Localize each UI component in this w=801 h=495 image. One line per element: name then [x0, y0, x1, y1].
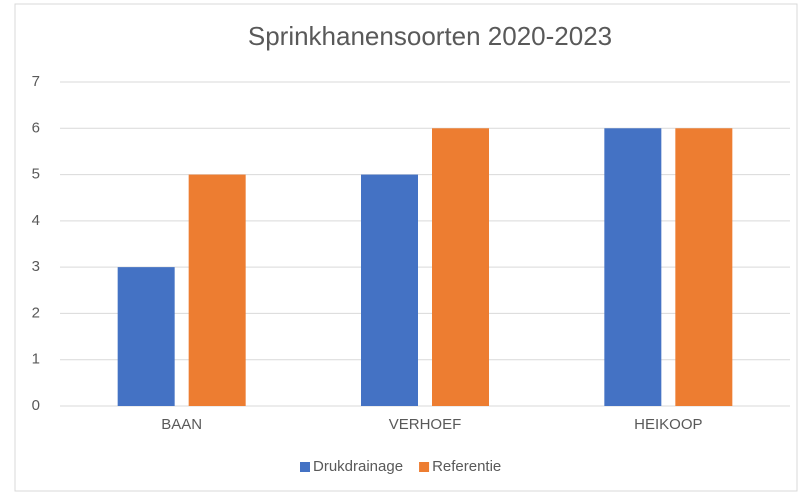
- chart-title: Sprinkhanensoorten 2020-2023: [248, 21, 612, 51]
- legend-label: Referentie: [432, 458, 501, 475]
- x-tick-label: VERHOEF: [389, 416, 462, 433]
- y-tick-label: 5: [32, 166, 40, 183]
- y-tick-label: 0: [32, 397, 40, 414]
- y-tick-label: 2: [32, 304, 40, 321]
- y-tick-label: 3: [32, 258, 40, 275]
- bar: [432, 128, 489, 407]
- x-tick-label: HEIKOOP: [634, 416, 702, 433]
- legend-swatch: [300, 462, 310, 472]
- bar: [117, 267, 175, 406]
- bar: [604, 128, 662, 407]
- y-tick-label: 4: [32, 212, 40, 229]
- legend-label: Drukdrainage: [313, 458, 403, 475]
- bar: [675, 128, 733, 407]
- x-tick-label: BAAN: [161, 416, 202, 433]
- legend-swatch: [419, 462, 430, 472]
- y-tick-label: 1: [32, 351, 40, 368]
- y-tick-label: 7: [32, 73, 40, 90]
- y-tick-label: 6: [32, 119, 40, 136]
- bar: [188, 174, 246, 406]
- bar: [361, 174, 418, 406]
